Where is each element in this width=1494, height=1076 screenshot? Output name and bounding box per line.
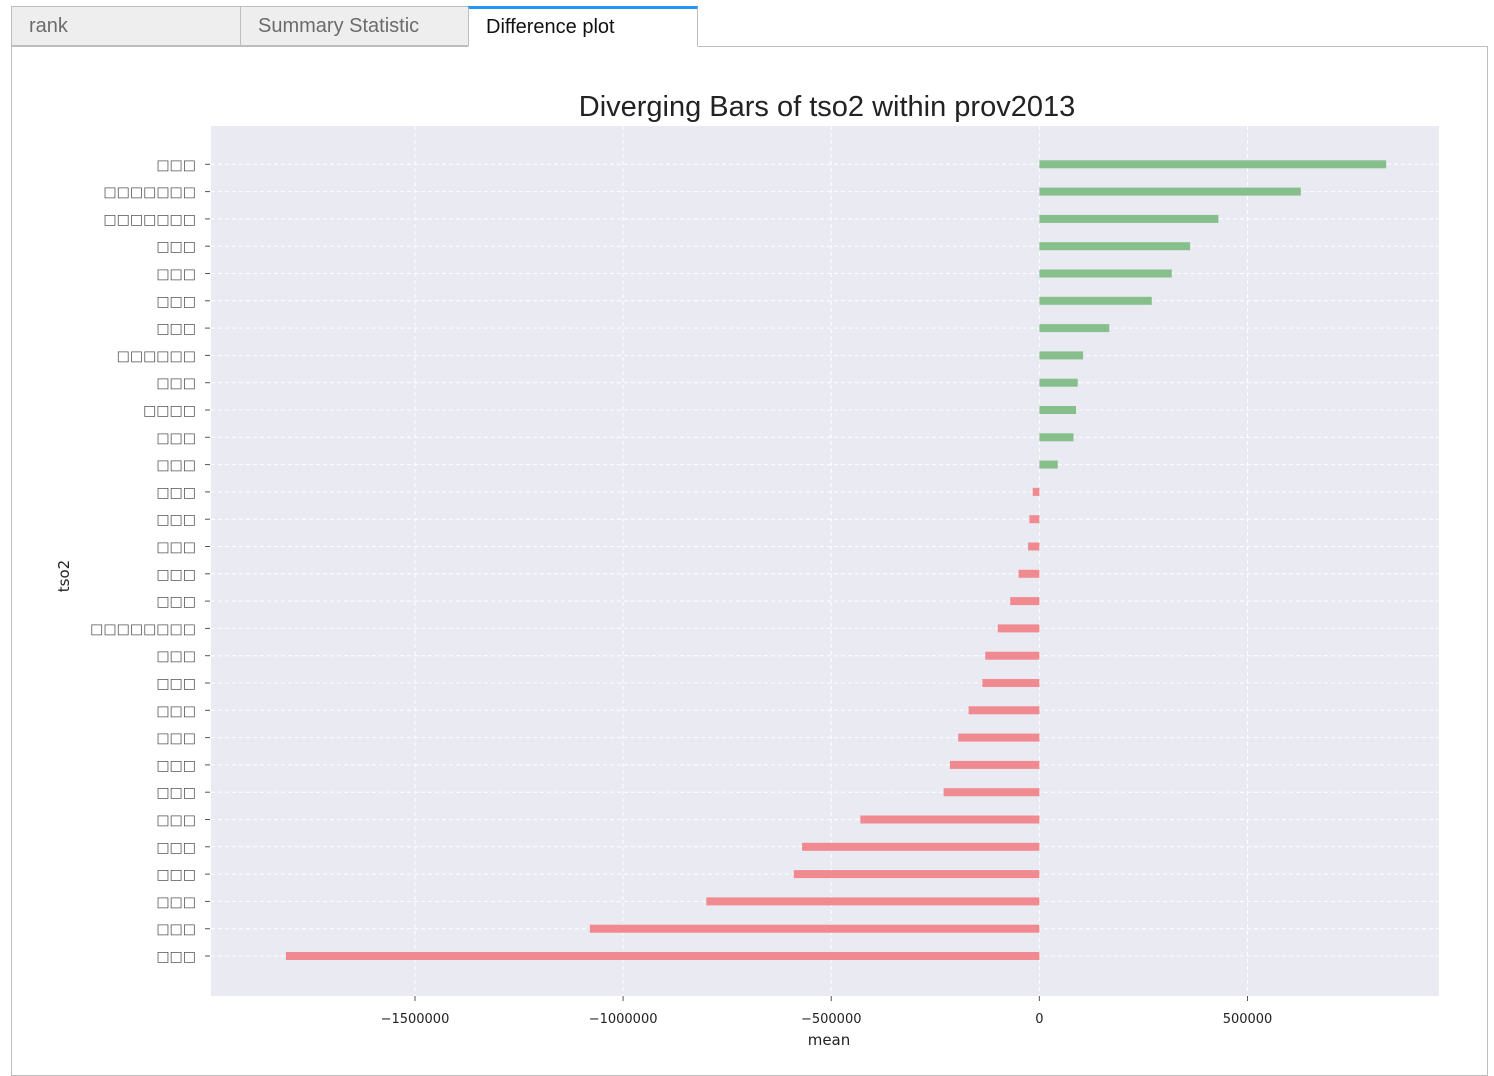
bar-positive xyxy=(1039,324,1110,333)
y-axis: □□□□□□□□□□□□□□□□□□□□□□□□□□□□□□□□□□□□□□□□… xyxy=(90,157,210,965)
x-axis-label: mean xyxy=(808,1031,851,1049)
bar-negative xyxy=(802,842,1040,851)
bar-negative xyxy=(706,897,1040,906)
bar-negative xyxy=(1018,569,1040,578)
bar-positive xyxy=(1039,406,1077,414)
bar-positive xyxy=(1039,269,1172,278)
bar-negative xyxy=(1028,542,1040,551)
bar-positive xyxy=(1039,433,1074,442)
x-tick-label: −500000 xyxy=(801,1012,862,1027)
bar-negative xyxy=(982,679,1040,687)
x-axis: −1500000 −1000000 −500000 0 500000 xyxy=(381,996,1273,1027)
tab-panel: □□□ □□□ □□□ □□□ □□□ □□□ □□□ □□□ □□□ □□□ □□□ □□□ □□□□… xyxy=(11,46,1488,1076)
bar-positive xyxy=(1039,160,1387,169)
y-tick-label: □□□ xyxy=(156,430,196,446)
plot-background xyxy=(211,126,1439,996)
y-tick-label: □□□ xyxy=(156,485,196,501)
bar-negative xyxy=(985,651,1040,660)
bar-negative xyxy=(860,815,1040,824)
grid-lines xyxy=(211,126,1439,996)
y-tick-label: □□□ xyxy=(156,813,196,829)
bar-negative xyxy=(1010,597,1040,606)
y-tick-label: □□□ xyxy=(156,867,196,883)
diverging-bar-chart: □□□□□□□□□□□□□□□□□□□□□□□□□□□□□□□□□□□□□□□□… xyxy=(55,91,1439,1049)
y-tick-label: □□□ xyxy=(156,922,196,938)
y-tick-label: □□□ xyxy=(156,540,196,556)
y-tick-label: □□□ xyxy=(156,567,196,583)
x-tick-label: 500000 xyxy=(1223,1012,1273,1027)
y-tick-label: □□□ xyxy=(156,512,196,528)
bar-positive xyxy=(1039,460,1058,469)
bar-negative xyxy=(997,624,1040,633)
y-tick-label: □□□ xyxy=(156,239,196,255)
y-tick-label: □□□ xyxy=(156,321,196,337)
bar-positive xyxy=(1039,214,1219,223)
y-tick-label: □□□ xyxy=(156,949,196,965)
x-tick-label: 0 xyxy=(1035,1012,1043,1027)
y-tick-label: □□□ xyxy=(156,731,196,747)
y-tick-label: □□□ xyxy=(156,840,196,856)
bar-negative xyxy=(949,760,1040,769)
bar-negative xyxy=(1029,515,1040,524)
bar-negative xyxy=(943,788,1040,797)
bars xyxy=(285,160,1387,960)
bar-positive xyxy=(1039,187,1301,196)
bar-negative xyxy=(1032,487,1040,496)
y-tick-label: □□□ xyxy=(156,703,196,719)
y-axis-label: tso2 xyxy=(55,560,73,592)
tab-summary-statistic[interactable]: Summary Statistic xyxy=(240,6,470,46)
chart-title: Diverging Bars of tso2 within prov2013 xyxy=(579,91,1075,123)
tab-rank[interactable]: rank xyxy=(11,6,242,46)
y-tick-label: □□□ xyxy=(156,785,196,801)
tab-bar: rank Summary Statistic Difference plot xyxy=(11,6,1488,47)
y-tick-label: □□□□ xyxy=(143,403,196,419)
y-tick-label: □□□ xyxy=(156,676,196,692)
bar-negative xyxy=(589,924,1040,933)
bar-negative xyxy=(968,706,1040,715)
x-tick-label: −1000000 xyxy=(589,1012,658,1027)
y-tick-label: □□□ xyxy=(156,894,196,910)
bar-positive xyxy=(1039,378,1078,387)
bar-positive xyxy=(1039,351,1084,360)
bar-positive xyxy=(1039,296,1152,305)
y-tick-label: □□□□□□□□ xyxy=(90,621,196,637)
tab-difference-plot[interactable]: Difference plot xyxy=(468,6,698,47)
bar-positive xyxy=(1039,242,1191,251)
bar-negative xyxy=(285,952,1040,960)
y-tick-label: □□□ xyxy=(156,267,196,283)
y-tick-label: □□□ xyxy=(156,649,196,665)
y-tick-label: □□□ xyxy=(156,294,196,310)
bar-negative xyxy=(958,733,1040,742)
y-tick-label: □□□ xyxy=(156,758,196,774)
y-tick-label: □□□ xyxy=(156,458,196,474)
y-tick-label: □□□ xyxy=(156,594,196,610)
y-tick-label: □□□□□□ xyxy=(117,348,196,364)
bar-negative xyxy=(793,870,1040,879)
y-tick-label: □□□ xyxy=(156,157,196,173)
x-tick-label: −1500000 xyxy=(381,1012,450,1027)
y-tick-label: □□□□□□□ xyxy=(103,212,196,228)
y-tick-label: □□□□□□□ xyxy=(103,185,196,201)
y-tick-label: □□□ xyxy=(156,376,196,392)
